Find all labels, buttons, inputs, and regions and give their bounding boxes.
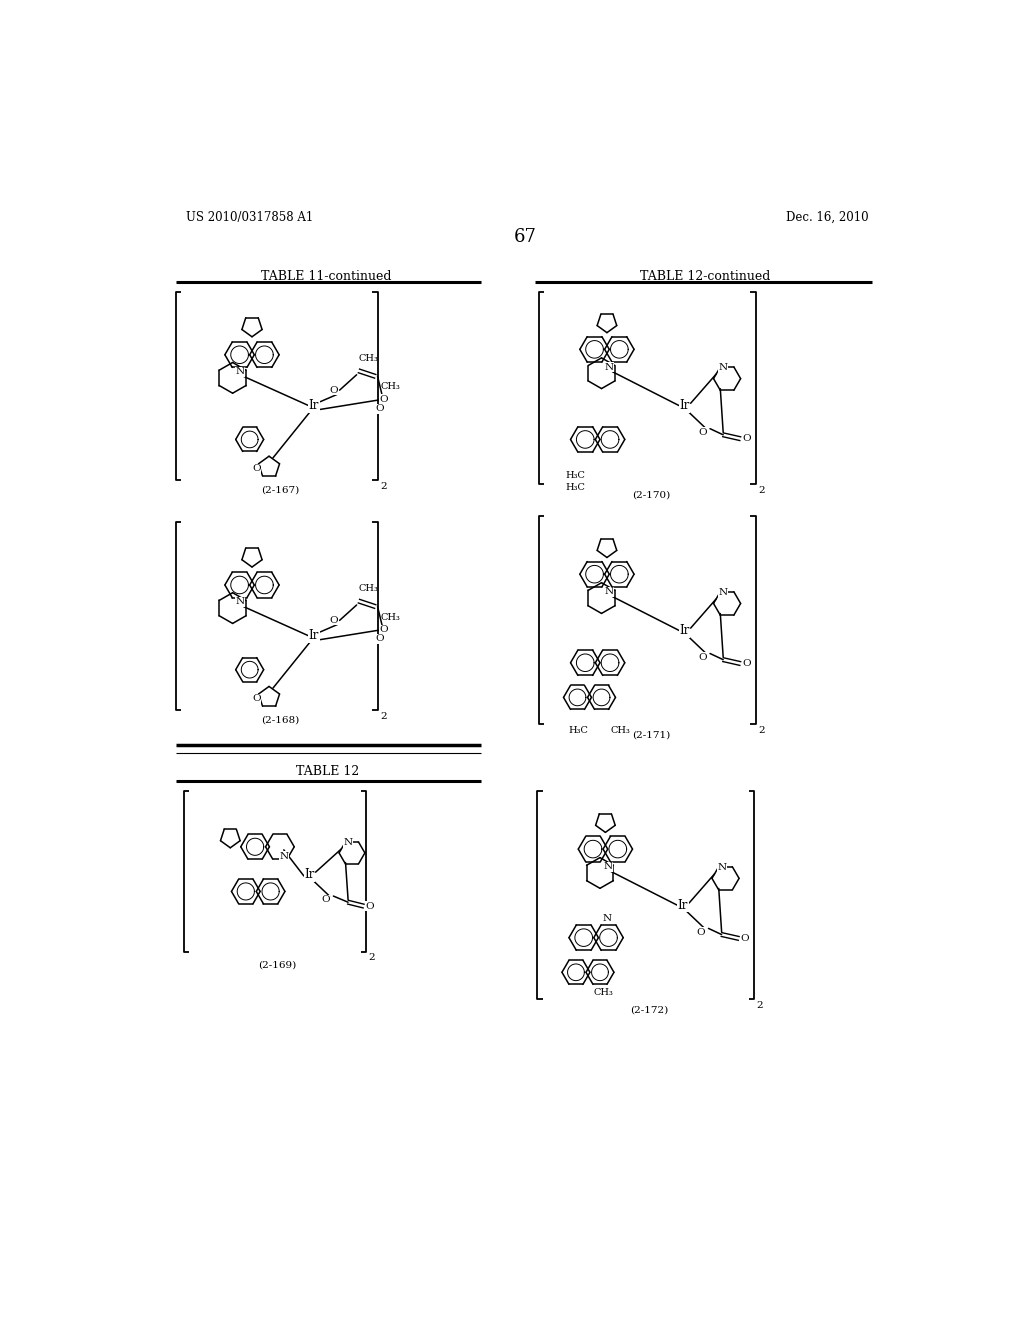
Text: O: O (252, 694, 261, 704)
Text: N: N (280, 851, 289, 861)
Text: N: N (343, 838, 352, 847)
Text: O: O (742, 659, 751, 668)
Text: N: N (719, 589, 728, 597)
Text: CH₃: CH₃ (610, 726, 630, 735)
Text: 2: 2 (757, 1001, 763, 1010)
Text: US 2010/0317858 A1: US 2010/0317858 A1 (186, 211, 313, 224)
Text: O: O (376, 404, 384, 413)
Text: H₃C: H₃C (566, 483, 586, 491)
Text: (2-171): (2-171) (632, 730, 671, 739)
Text: CH₃: CH₃ (381, 383, 400, 392)
Text: N: N (603, 862, 612, 871)
Text: O: O (330, 616, 339, 624)
Text: Ir: Ir (304, 869, 314, 880)
Text: N: N (605, 363, 613, 371)
Text: O: O (380, 395, 388, 404)
Text: Ir: Ir (309, 399, 319, 412)
Text: (2-168): (2-168) (261, 715, 300, 725)
Text: O: O (376, 635, 384, 643)
Text: 2: 2 (380, 482, 386, 491)
Text: 2: 2 (369, 953, 375, 962)
Text: (2-170): (2-170) (632, 490, 671, 499)
Text: CH₃: CH₃ (358, 585, 378, 594)
Text: Ir: Ir (679, 399, 689, 412)
Text: Ir: Ir (678, 899, 688, 912)
Text: Ir: Ir (309, 630, 319, 643)
Text: Ir: Ir (679, 624, 689, 638)
Text: O: O (322, 895, 330, 904)
Text: N: N (605, 587, 613, 597)
Text: O: O (740, 935, 750, 942)
Text: O: O (252, 465, 261, 473)
Text: H₃C: H₃C (568, 726, 588, 735)
Text: O: O (696, 928, 706, 937)
Text: (2-169): (2-169) (258, 961, 296, 970)
Text: N: N (236, 367, 245, 376)
Text: O: O (366, 902, 374, 911)
Text: N: N (717, 863, 726, 873)
Text: CH₃: CH₃ (381, 612, 400, 622)
Text: TABLE 12-continued: TABLE 12-continued (640, 271, 771, 282)
Text: O: O (742, 434, 751, 444)
Text: O: O (330, 385, 339, 395)
Text: 2: 2 (380, 711, 386, 721)
Text: N: N (236, 598, 245, 606)
Text: Dec. 16, 2010: Dec. 16, 2010 (785, 211, 868, 224)
Text: CH₃: CH₃ (358, 354, 378, 363)
Text: TABLE 11-continued: TABLE 11-continued (261, 271, 391, 282)
Text: H₃C: H₃C (566, 471, 586, 480)
Text: O: O (698, 428, 707, 437)
Text: 2: 2 (758, 726, 765, 735)
Text: O: O (380, 626, 388, 634)
Text: (2-167): (2-167) (261, 486, 300, 495)
Text: 2: 2 (758, 486, 765, 495)
Text: N: N (602, 913, 611, 923)
Text: CH₃: CH₃ (593, 987, 613, 997)
Text: O: O (698, 653, 707, 661)
Text: N: N (719, 363, 728, 372)
Text: TABLE 12: TABLE 12 (296, 766, 359, 779)
Text: 67: 67 (513, 227, 537, 246)
Text: (2-172): (2-172) (631, 1006, 669, 1014)
